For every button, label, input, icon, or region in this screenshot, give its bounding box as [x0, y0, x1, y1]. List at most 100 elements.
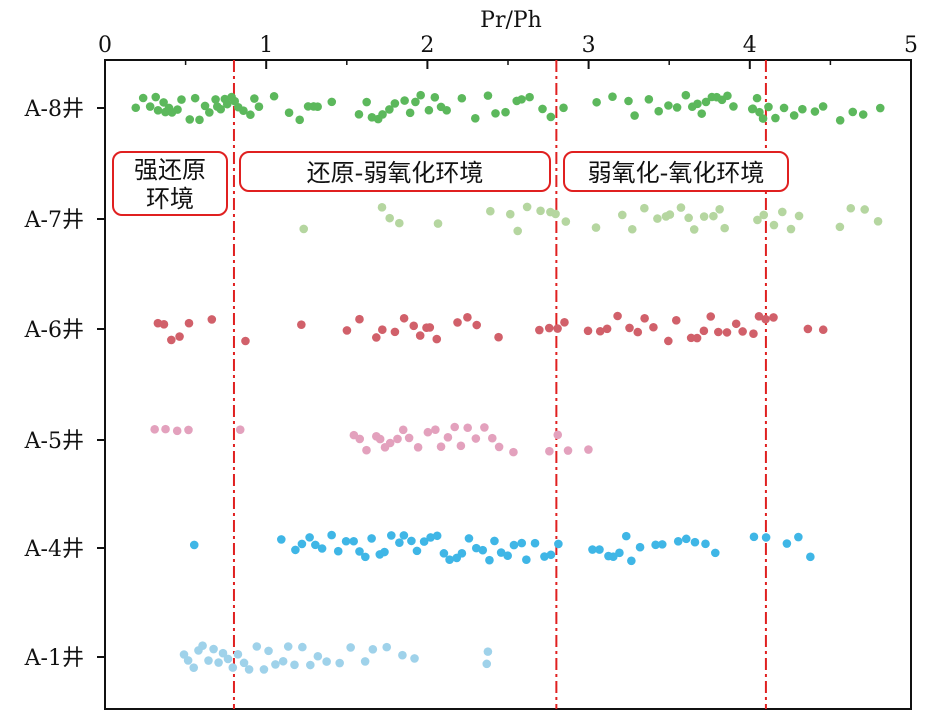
- data-point: [432, 334, 442, 344]
- data-point: [689, 225, 699, 234]
- data-point: [167, 335, 176, 345]
- data-point: [395, 218, 404, 228]
- data-point: [748, 104, 758, 114]
- data-point: [711, 548, 720, 558]
- data-point: [608, 92, 617, 101]
- data-point: [297, 320, 306, 329]
- data-point: [207, 315, 217, 324]
- data-point: [335, 658, 344, 668]
- data-point: [284, 108, 294, 118]
- data-point: [259, 665, 269, 674]
- data-point: [411, 97, 420, 107]
- data-point: [463, 313, 472, 322]
- data-point: [204, 656, 213, 665]
- data-point: [640, 203, 649, 213]
- data-point: [218, 648, 228, 658]
- data-point: [538, 104, 547, 114]
- data-point: [720, 223, 729, 233]
- data-point: [602, 324, 612, 334]
- data-point: [595, 326, 605, 336]
- data-point: [560, 318, 569, 327]
- data-point: [409, 321, 419, 331]
- data-point: [290, 660, 299, 670]
- data-point: [491, 109, 500, 118]
- zone-box: [239, 151, 551, 192]
- data-point: [615, 548, 624, 558]
- data-point: [385, 213, 394, 223]
- zone-label-strong-reducing-line1: 强还原: [134, 156, 206, 184]
- data-point: [387, 531, 396, 540]
- data-point: [664, 336, 673, 346]
- data-point: [699, 326, 709, 336]
- data-point: [278, 656, 288, 666]
- data-point: [305, 533, 314, 542]
- data-point: [624, 96, 633, 106]
- well-label: A-8井: [24, 97, 84, 122]
- zone-label-weak-oxidizing-oxidizing: 弱氧化-氧化环境: [588, 159, 765, 187]
- data-point: [592, 97, 601, 107]
- data-point: [372, 333, 381, 342]
- data-point: [649, 322, 658, 332]
- data-point: [617, 210, 627, 220]
- data-point: [771, 113, 780, 123]
- data-point: [313, 651, 323, 661]
- data-point: [713, 327, 723, 337]
- zone-label-strong-reducing-line2: 环境: [146, 185, 194, 213]
- data-point: [723, 91, 732, 101]
- data-point: [456, 441, 466, 451]
- data-point: [430, 93, 440, 102]
- data-point: [789, 111, 799, 120]
- data-point: [540, 552, 549, 561]
- data-point: [439, 549, 449, 558]
- data-point: [803, 324, 813, 334]
- data-point: [443, 433, 453, 442]
- data-point: [588, 545, 597, 554]
- data-point: [390, 327, 400, 337]
- data-point: [131, 103, 141, 113]
- data-point: [241, 336, 250, 346]
- data-point: [416, 90, 425, 100]
- zone-box: [563, 151, 789, 192]
- data-point: [779, 103, 789, 113]
- data-point: [761, 533, 771, 542]
- data-point: [393, 434, 402, 444]
- data-point: [875, 103, 885, 113]
- data-point: [693, 99, 702, 109]
- data-point: [185, 115, 195, 124]
- data-point: [400, 96, 409, 105]
- data-point: [657, 540, 667, 549]
- data-point: [653, 214, 662, 223]
- data-point: [613, 311, 622, 321]
- data-point: [362, 445, 371, 455]
- data-point: [209, 644, 218, 654]
- chart-marks: [97, 59, 912, 710]
- x-tick-label: 0: [98, 33, 112, 58]
- data-point: [200, 101, 210, 111]
- data-point: [205, 108, 214, 117]
- data-point: [738, 327, 747, 336]
- data-point: [252, 642, 262, 651]
- data-point: [214, 658, 223, 667]
- data-point: [482, 659, 492, 669]
- data-point: [758, 114, 768, 123]
- data-point: [184, 425, 193, 435]
- data-point: [630, 111, 639, 120]
- data-point: [395, 538, 404, 547]
- data-point: [410, 654, 419, 663]
- data-point: [584, 445, 593, 454]
- data-point: [672, 103, 682, 112]
- data-point: [172, 426, 182, 436]
- data-point: [633, 327, 643, 337]
- data-point: [250, 94, 259, 103]
- data-point: [464, 534, 474, 543]
- data-point: [806, 552, 815, 562]
- data-point: [522, 555, 531, 564]
- data-point: [487, 433, 497, 443]
- data-point: [138, 93, 148, 103]
- data-point: [269, 91, 279, 101]
- data-point: [184, 318, 194, 328]
- data-point: [627, 224, 637, 234]
- data-point: [390, 99, 400, 108]
- data-point: [513, 226, 523, 236]
